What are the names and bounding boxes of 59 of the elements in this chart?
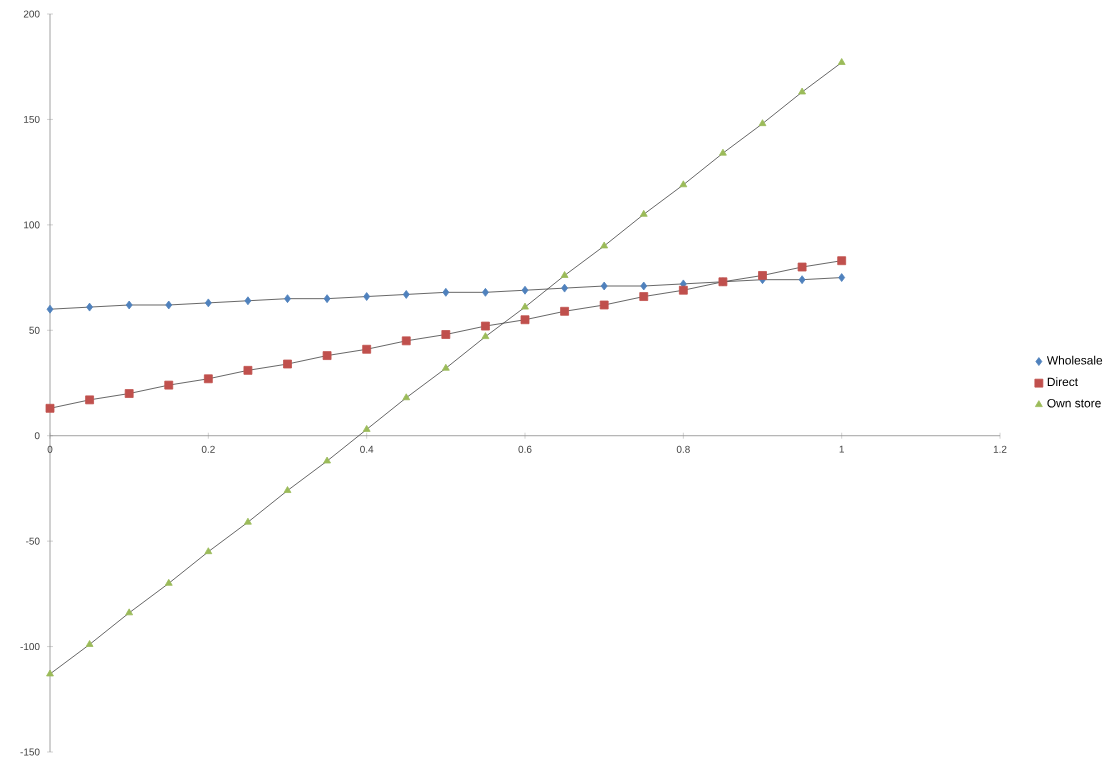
point	[679, 180, 688, 188]
point	[165, 300, 173, 310]
point	[481, 321, 490, 331]
point	[798, 275, 806, 285]
point	[284, 294, 291, 304]
point	[322, 351, 332, 360]
point	[599, 300, 609, 310]
point	[323, 294, 331, 304]
point	[244, 296, 252, 306]
point	[243, 365, 253, 375]
point	[323, 456, 331, 464]
point	[362, 425, 371, 432]
point	[561, 283, 568, 293]
point	[85, 640, 94, 647]
point	[402, 290, 410, 299]
point	[204, 547, 213, 555]
point	[837, 256, 847, 266]
point	[521, 302, 529, 310]
point	[442, 287, 450, 297]
point	[600, 281, 608, 291]
point	[678, 285, 688, 295]
point	[45, 403, 55, 413]
point	[639, 209, 648, 217]
point	[560, 271, 569, 278]
point	[798, 87, 806, 95]
point	[797, 262, 807, 272]
point	[86, 302, 93, 312]
point	[363, 292, 371, 301]
point	[758, 119, 767, 127]
point	[402, 393, 411, 401]
point	[600, 241, 609, 249]
point	[46, 669, 54, 677]
point	[125, 300, 133, 310]
point	[125, 608, 134, 616]
point	[838, 273, 846, 282]
point	[640, 281, 648, 291]
point	[560, 306, 569, 316]
point	[520, 315, 530, 325]
point	[85, 395, 94, 405]
point	[362, 344, 372, 354]
point	[521, 285, 529, 295]
point	[164, 380, 174, 390]
point	[758, 271, 767, 280]
point	[481, 332, 490, 339]
point	[482, 287, 489, 297]
point	[837, 58, 846, 65]
point	[639, 292, 649, 301]
point	[124, 389, 134, 398]
point	[441, 363, 450, 371]
point	[719, 148, 727, 156]
point	[244, 517, 252, 525]
point	[46, 304, 54, 314]
point	[203, 374, 213, 384]
point	[283, 359, 292, 369]
point	[283, 486, 292, 493]
point	[441, 330, 451, 339]
point	[401, 336, 411, 346]
point	[164, 578, 173, 586]
point	[204, 298, 212, 308]
